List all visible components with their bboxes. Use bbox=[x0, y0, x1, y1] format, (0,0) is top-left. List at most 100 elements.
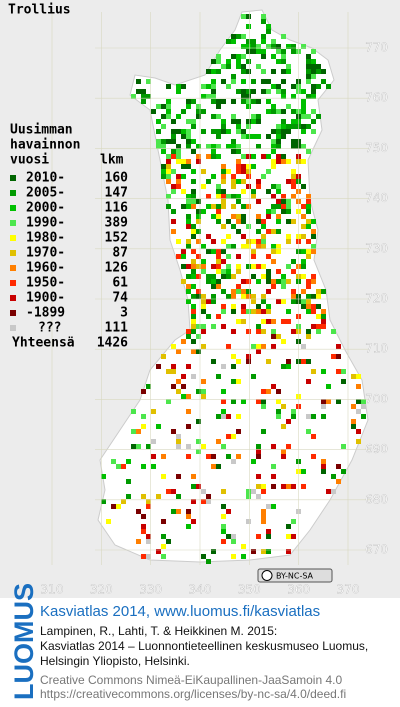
record-square bbox=[191, 374, 196, 379]
record-square bbox=[286, 279, 291, 284]
record-square bbox=[261, 509, 266, 514]
record-square bbox=[266, 169, 271, 174]
record-square bbox=[311, 244, 316, 249]
record-square bbox=[166, 539, 171, 544]
record-square bbox=[241, 79, 246, 84]
record-square bbox=[216, 204, 221, 209]
record-square bbox=[261, 329, 266, 334]
record-square bbox=[221, 169, 226, 174]
record-square bbox=[161, 544, 166, 549]
record-square bbox=[306, 219, 311, 224]
record-square bbox=[211, 89, 216, 94]
legend-swatch bbox=[10, 295, 16, 301]
record-square bbox=[226, 344, 231, 349]
record-square bbox=[286, 319, 291, 324]
record-square bbox=[156, 119, 161, 124]
x-tick-label: 310 bbox=[41, 583, 64, 597]
record-square bbox=[271, 44, 276, 49]
y-tick-label: 720 bbox=[365, 292, 388, 306]
record-square bbox=[201, 499, 206, 504]
record-square bbox=[311, 249, 316, 254]
record-square bbox=[301, 304, 306, 309]
record-square bbox=[351, 419, 356, 424]
record-square bbox=[276, 124, 281, 129]
record-square bbox=[191, 169, 196, 174]
record-square bbox=[141, 414, 146, 419]
record-square bbox=[206, 454, 211, 459]
record-square bbox=[251, 99, 256, 104]
record-square bbox=[241, 129, 246, 134]
record-square bbox=[281, 54, 286, 59]
record-square bbox=[251, 549, 256, 554]
record-square bbox=[256, 329, 261, 334]
record-square bbox=[171, 369, 176, 374]
record-square bbox=[181, 339, 186, 344]
record-square bbox=[271, 139, 276, 144]
record-square bbox=[211, 214, 216, 219]
record-square bbox=[216, 314, 221, 319]
record-square bbox=[186, 199, 191, 204]
record-square bbox=[161, 149, 166, 154]
record-square bbox=[261, 19, 266, 24]
legend-header: Uusimman bbox=[10, 123, 73, 138]
record-square bbox=[306, 254, 311, 259]
legend-count: 3 bbox=[120, 306, 128, 321]
record-square bbox=[291, 84, 296, 89]
record-square bbox=[226, 254, 231, 259]
legend-count: 74 bbox=[112, 291, 128, 306]
record-square bbox=[241, 189, 246, 194]
record-square bbox=[181, 84, 186, 89]
record-square bbox=[201, 84, 206, 89]
record-square bbox=[276, 334, 281, 339]
record-square bbox=[291, 409, 296, 414]
record-square bbox=[311, 64, 316, 69]
record-square bbox=[111, 504, 116, 509]
record-square bbox=[251, 39, 256, 44]
record-square bbox=[246, 44, 251, 49]
record-square bbox=[321, 324, 326, 329]
record-square bbox=[241, 279, 246, 284]
record-square bbox=[356, 384, 361, 389]
record-square bbox=[201, 389, 206, 394]
record-square bbox=[176, 509, 181, 514]
cc-icon bbox=[261, 570, 273, 581]
record-square bbox=[271, 344, 276, 349]
record-square bbox=[301, 259, 306, 264]
record-square bbox=[221, 309, 226, 314]
record-square bbox=[331, 474, 336, 479]
record-square bbox=[206, 144, 211, 149]
record-square bbox=[146, 94, 151, 99]
record-square bbox=[251, 189, 256, 194]
record-square bbox=[311, 294, 316, 299]
record-square bbox=[191, 119, 196, 124]
record-square bbox=[171, 209, 176, 214]
record-square bbox=[276, 49, 281, 54]
record-square bbox=[256, 49, 261, 54]
record-square bbox=[236, 169, 241, 174]
record-square bbox=[266, 79, 271, 84]
record-square bbox=[221, 259, 226, 264]
record-square bbox=[226, 454, 231, 459]
record-square bbox=[181, 129, 186, 134]
record-square bbox=[301, 114, 306, 119]
record-square bbox=[171, 129, 176, 134]
record-square bbox=[176, 114, 181, 119]
record-square bbox=[251, 254, 256, 259]
record-square bbox=[241, 64, 246, 69]
record-square bbox=[161, 164, 166, 169]
record-square bbox=[256, 44, 261, 49]
record-square bbox=[241, 554, 246, 559]
record-square bbox=[276, 269, 281, 274]
record-square bbox=[266, 309, 271, 314]
record-square bbox=[231, 119, 236, 124]
footer bbox=[0, 598, 400, 702]
record-square bbox=[261, 399, 266, 404]
record-square bbox=[186, 224, 191, 229]
record-square bbox=[221, 304, 226, 309]
record-square bbox=[266, 229, 271, 234]
record-square bbox=[266, 29, 271, 34]
record-square bbox=[281, 119, 286, 124]
record-square bbox=[181, 394, 186, 399]
record-square bbox=[246, 519, 251, 524]
record-square bbox=[161, 144, 166, 149]
